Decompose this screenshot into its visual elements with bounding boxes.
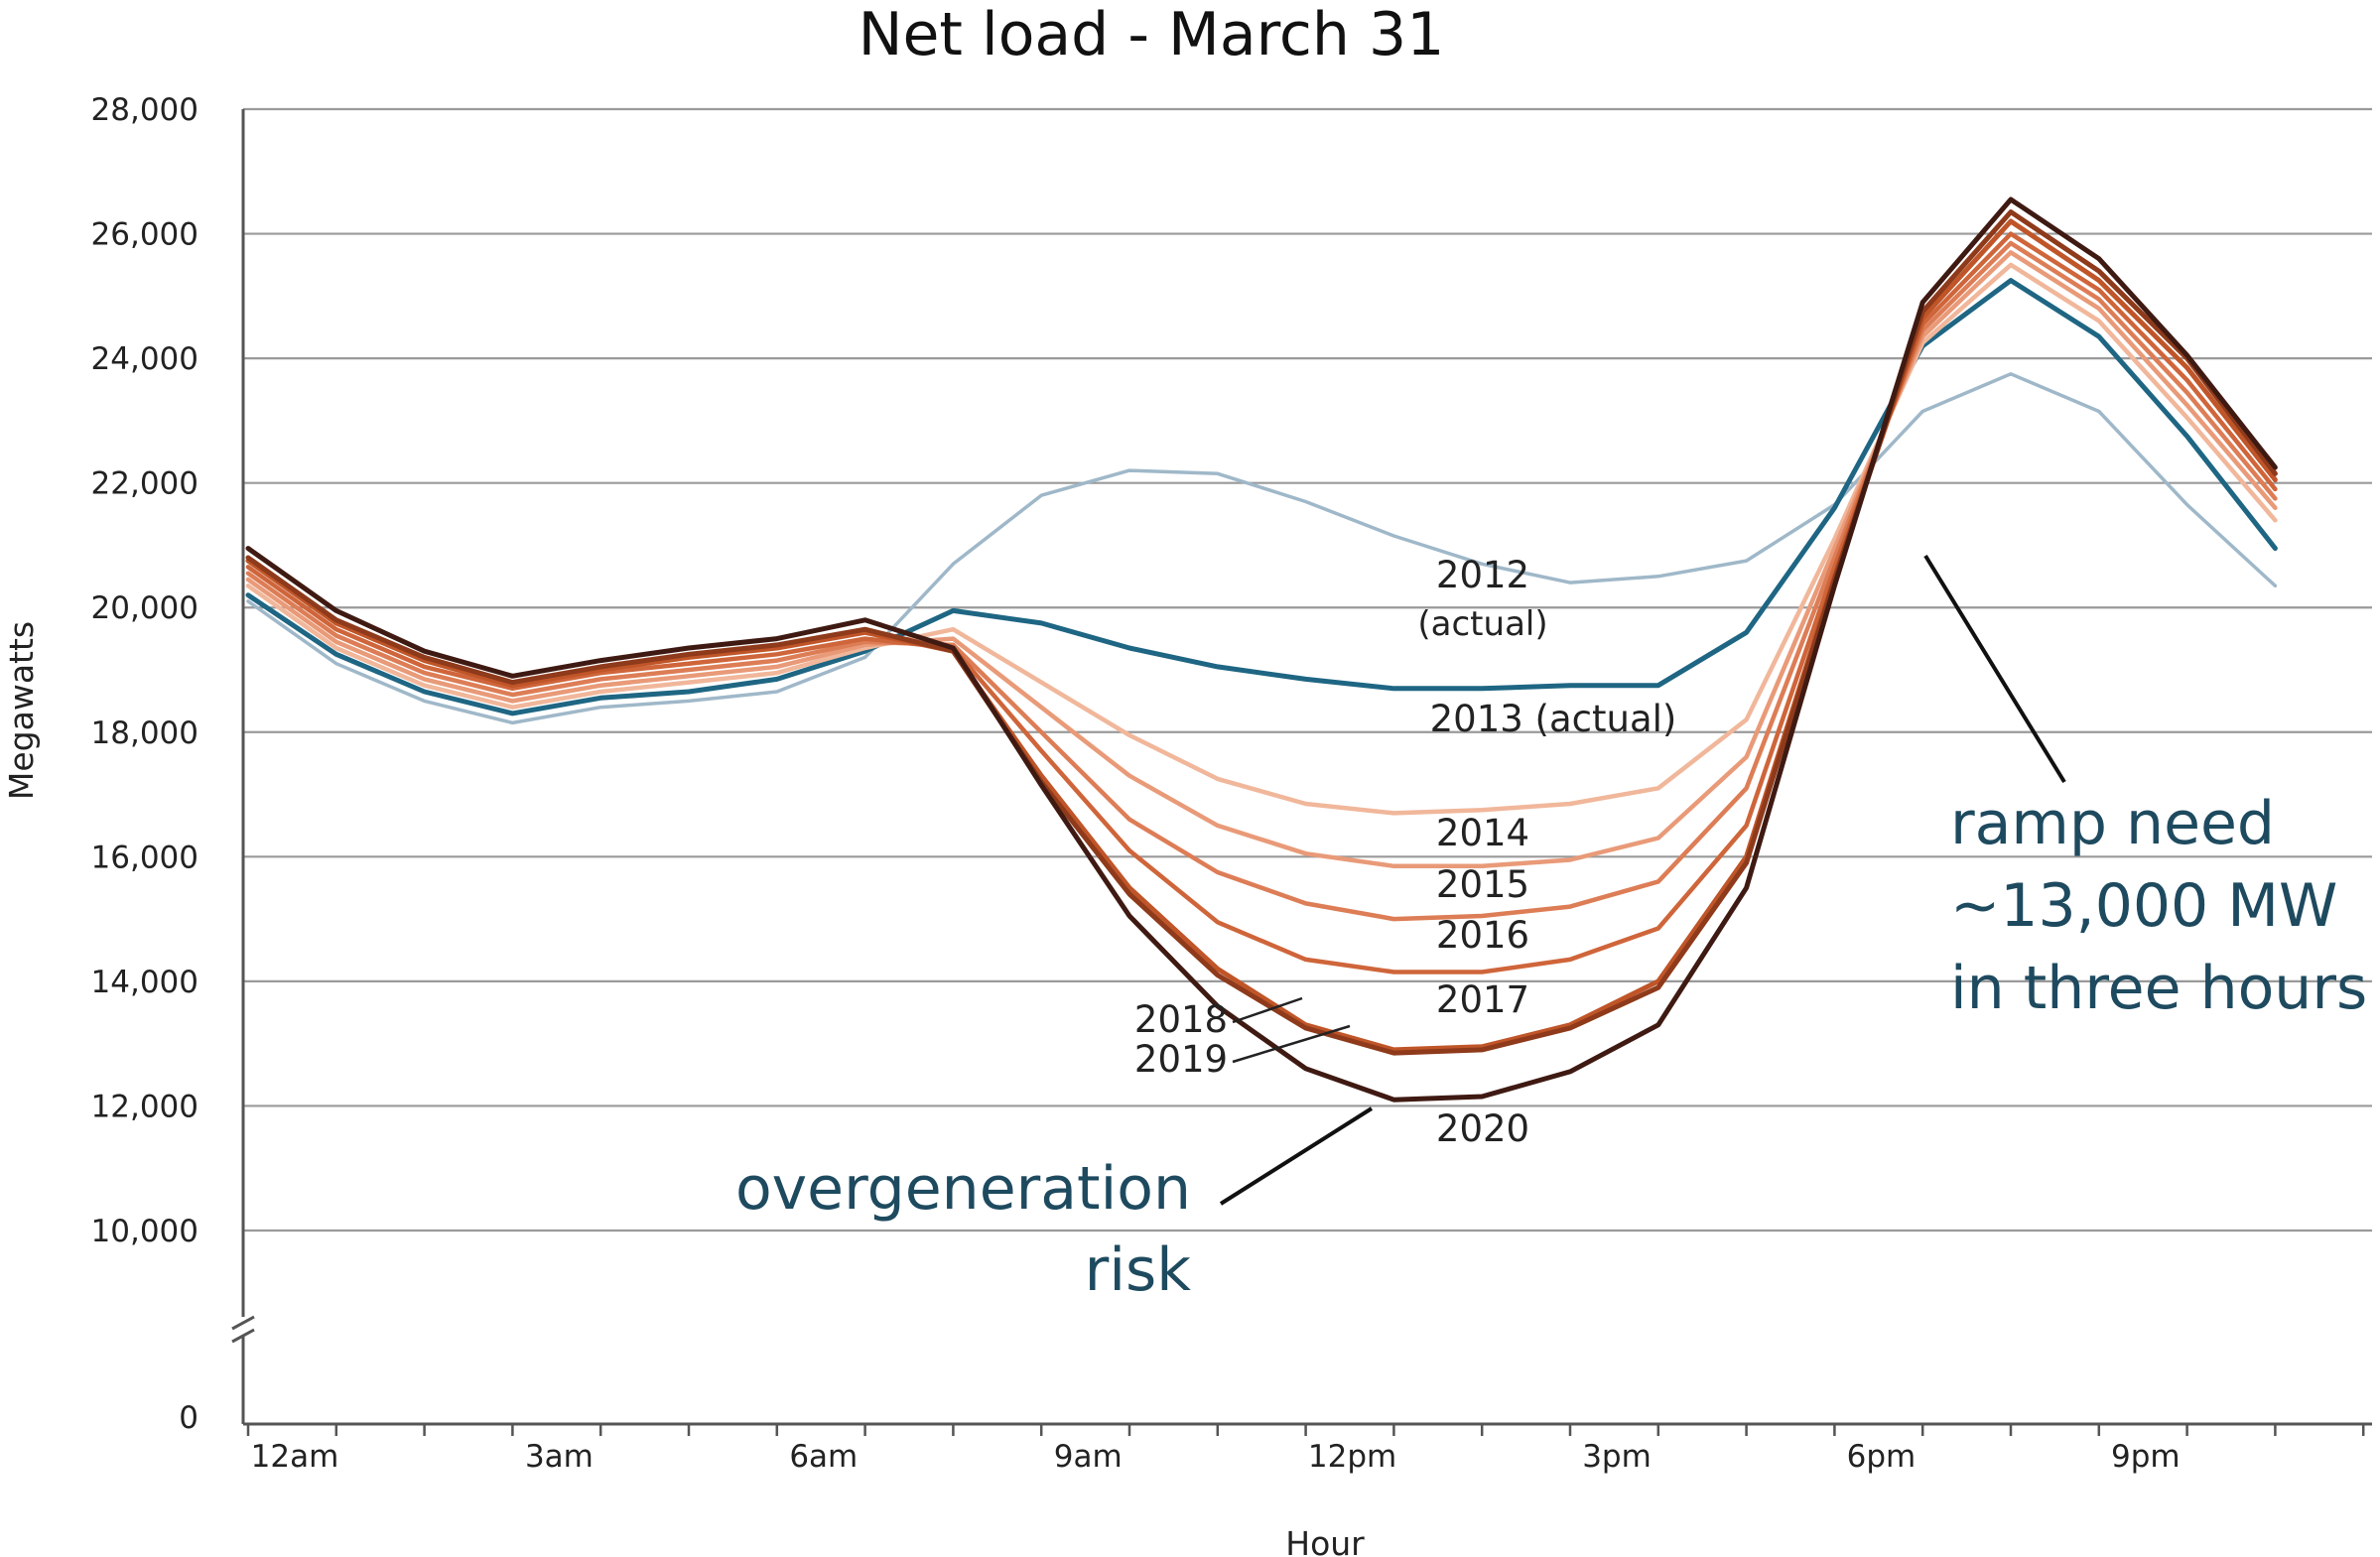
y-tick-label-5: 18,000: [91, 715, 198, 751]
series-label-2013: 2013 (actual): [1430, 698, 1677, 740]
pointer-overgeneration: [1219, 1106, 1374, 1206]
chart-title: Net load - March 31: [859, 0, 1445, 69]
y-tick-label-3: 14,000: [91, 965, 198, 1000]
x-tick-label-0: 12am: [251, 1439, 339, 1475]
x-tick-labels: 12am 3am 6am 9am 12pm 3pm 6pm 9pm: [251, 1439, 2181, 1475]
series-line-2020: [245, 196, 2278, 1103]
series-label-2017: 2017: [1436, 978, 1529, 1021]
y-tick-label-7: 22,000: [91, 466, 198, 502]
y-tick-label-6: 20,000: [91, 590, 198, 626]
x-tick-marks: [246, 1424, 2365, 1436]
y-tick-label-1: 10,000: [91, 1214, 198, 1249]
series-label-2020: 2020: [1436, 1107, 1529, 1150]
pointer-ramp: [1923, 554, 2066, 784]
y-axis-title: Megawatts: [2, 621, 41, 800]
y-tick-label-10: 28,000: [91, 92, 198, 128]
series-label-2019: 2019: [1134, 1038, 1228, 1081]
x-tick-label-5: 3pm: [1582, 1439, 1652, 1475]
annotation-ramp-line2: ~13,000 MW: [1950, 871, 2337, 941]
annotation-overgeneration-line1: overgeneration: [735, 1154, 1191, 1224]
x-tick-label-2: 6am: [789, 1439, 858, 1475]
series-line-2016: [245, 240, 2278, 922]
series-label-2015: 2015: [1436, 863, 1529, 906]
series-sublabel-2012: (actual): [1417, 604, 1547, 644]
annotation-ramp-line1: ramp need: [1950, 789, 2275, 858]
series-line-2018: [245, 218, 2278, 1053]
y-tick-label-8: 24,000: [91, 341, 198, 377]
series-label-2018: 2018: [1134, 998, 1228, 1041]
series-label-2012: 2012: [1436, 554, 1529, 596]
series-line-2014: [245, 262, 2278, 816]
series-line-2012: [246, 372, 2278, 725]
x-tick-label-3: 9am: [1054, 1439, 1123, 1475]
series-line-2019: [245, 209, 2278, 1056]
leader-2018: [1232, 996, 1303, 1024]
x-tick-label-7: 9pm: [2111, 1439, 2181, 1475]
y-tick-label-0: 0: [179, 1400, 198, 1436]
x-tick-label-6: 6pm: [1847, 1439, 1917, 1475]
y-tick-label-2: 12,000: [91, 1089, 198, 1124]
y-tick-label-4: 16,000: [91, 840, 198, 875]
x-axis-title: Hour: [1285, 1524, 1365, 1557]
x-tick-label-1: 3am: [525, 1439, 594, 1475]
series-line-2015: [245, 250, 2278, 869]
x-tick-label-4: 12pm: [1308, 1439, 1396, 1475]
series-line-2013: [245, 278, 2278, 716]
y-tick-label-9: 26,000: [91, 217, 198, 253]
annotation-overgeneration-line2: risk: [1085, 1235, 1192, 1305]
series-label-2016: 2016: [1436, 914, 1529, 957]
leader-2019: [1232, 1024, 1351, 1064]
series-lines: [245, 196, 2278, 1103]
series-label-2014: 2014: [1436, 812, 1529, 854]
annotation-ramp-line3: in three hours: [1950, 954, 2367, 1023]
gridlines: [243, 107, 2372, 1233]
y-tick-labels: 0 10,000 12,000 14,000 16,000 18,000 20,000 22,…: [91, 92, 198, 1436]
series-line-2017: [245, 231, 2278, 974]
axis-break-icon: [230, 1315, 256, 1344]
